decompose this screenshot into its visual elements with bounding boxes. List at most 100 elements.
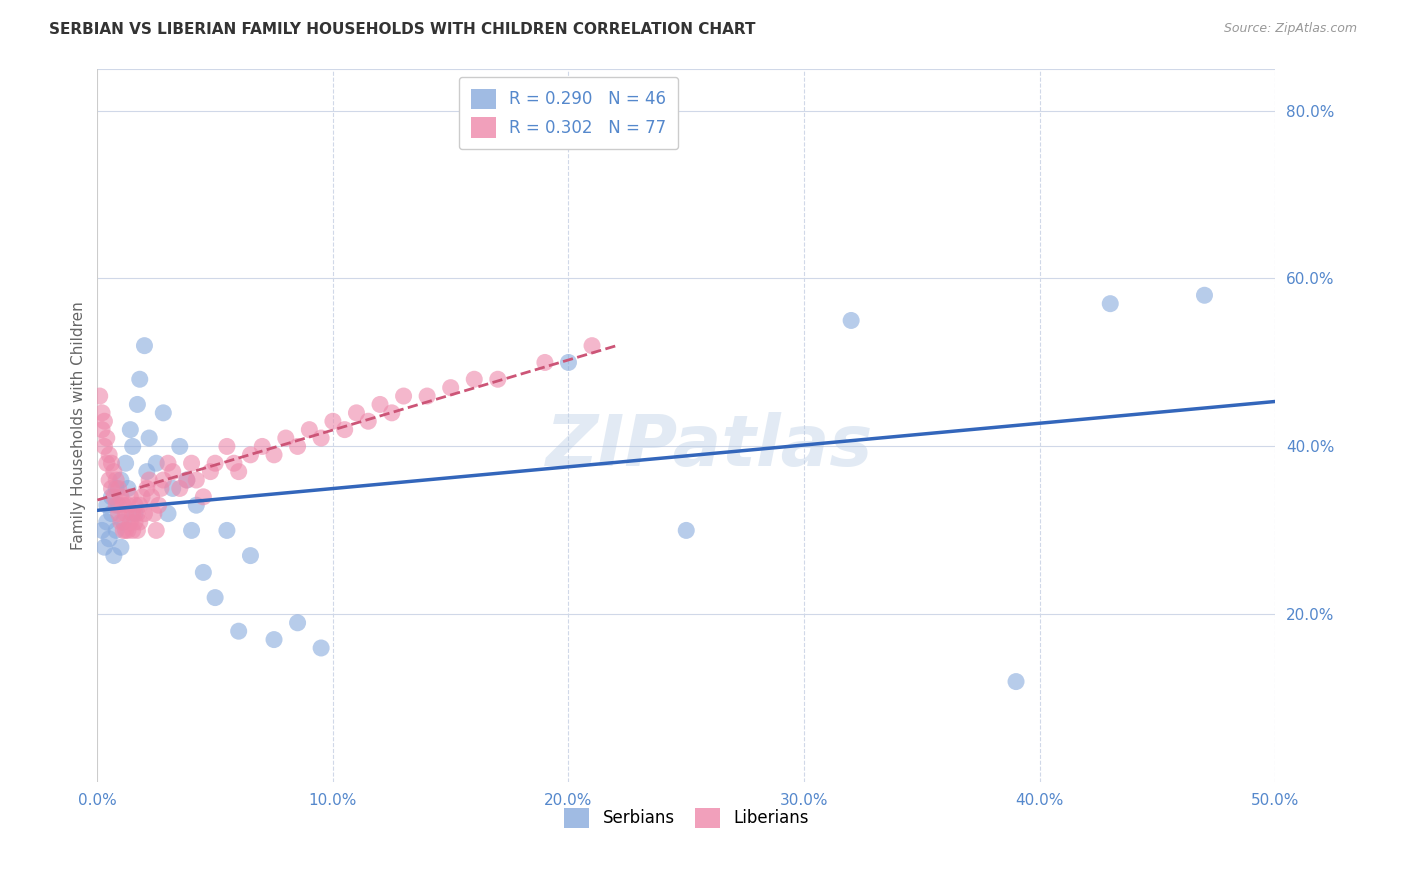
Point <box>180 524 202 538</box>
Point <box>157 456 180 470</box>
Point <box>105 498 128 512</box>
Point <box>263 448 285 462</box>
Point <box>128 515 150 529</box>
Point <box>675 524 697 538</box>
Point <box>274 431 297 445</box>
Point <box>120 423 142 437</box>
Point <box>204 456 226 470</box>
Point <box>1005 674 1028 689</box>
Point <box>149 482 172 496</box>
Point <box>228 465 250 479</box>
Point <box>186 498 208 512</box>
Point <box>138 473 160 487</box>
Point <box>131 490 153 504</box>
Point <box>117 482 139 496</box>
Text: SERBIAN VS LIBERIAN FAMILY HOUSEHOLDS WITH CHILDREN CORRELATION CHART: SERBIAN VS LIBERIAN FAMILY HOUSEHOLDS WI… <box>49 22 755 37</box>
Point <box>287 615 309 630</box>
Point <box>252 439 274 453</box>
Point <box>322 414 344 428</box>
Point <box>100 490 122 504</box>
Point <box>110 540 132 554</box>
Point <box>91 423 114 437</box>
Point <box>127 507 149 521</box>
Legend: Serbians, Liberians: Serbians, Liberians <box>557 801 815 835</box>
Point <box>581 339 603 353</box>
Point <box>93 540 115 554</box>
Point <box>162 482 184 496</box>
Point <box>486 372 509 386</box>
Point <box>440 381 463 395</box>
Point <box>107 482 129 496</box>
Point <box>416 389 439 403</box>
Point <box>1099 296 1122 310</box>
Point <box>114 524 136 538</box>
Point <box>100 456 122 470</box>
Point <box>180 456 202 470</box>
Point <box>110 515 132 529</box>
Point <box>100 482 122 496</box>
Point <box>134 507 156 521</box>
Point <box>93 439 115 453</box>
Point <box>120 515 142 529</box>
Point <box>91 524 114 538</box>
Point <box>142 507 165 521</box>
Point <box>228 624 250 639</box>
Point <box>357 414 380 428</box>
Point <box>96 431 118 445</box>
Point <box>204 591 226 605</box>
Point <box>105 482 128 496</box>
Point <box>169 439 191 453</box>
Point <box>100 507 122 521</box>
Point <box>152 473 174 487</box>
Point <box>112 498 135 512</box>
Point <box>1194 288 1216 302</box>
Point <box>124 507 146 521</box>
Point <box>346 406 368 420</box>
Point <box>117 524 139 538</box>
Point <box>368 397 391 411</box>
Point <box>169 482 191 496</box>
Point <box>98 473 121 487</box>
Point <box>112 524 135 538</box>
Point <box>534 355 557 369</box>
Point <box>239 549 262 563</box>
Point <box>287 439 309 453</box>
Point <box>135 465 157 479</box>
Point <box>134 339 156 353</box>
Point <box>557 355 579 369</box>
Point <box>105 473 128 487</box>
Text: ZIPatlas: ZIPatlas <box>546 412 873 482</box>
Point <box>839 313 862 327</box>
Point <box>93 414 115 428</box>
Point <box>110 473 132 487</box>
Point <box>107 498 129 512</box>
Point <box>135 482 157 496</box>
Point <box>215 524 238 538</box>
Point <box>463 372 485 386</box>
Point <box>152 406 174 420</box>
Point <box>121 507 143 521</box>
Point <box>117 498 139 512</box>
Point <box>157 507 180 521</box>
Point <box>392 389 415 403</box>
Point <box>121 439 143 453</box>
Point <box>176 473 198 487</box>
Point <box>114 456 136 470</box>
Point <box>110 490 132 504</box>
Point <box>98 448 121 462</box>
Point <box>91 406 114 420</box>
Point <box>215 439 238 453</box>
Point <box>263 632 285 647</box>
Point <box>176 473 198 487</box>
Point <box>222 456 245 470</box>
Point <box>381 406 404 420</box>
Point <box>148 498 170 512</box>
Point <box>112 515 135 529</box>
Y-axis label: Family Households with Children: Family Households with Children <box>72 301 86 549</box>
Point <box>138 431 160 445</box>
Point <box>333 423 356 437</box>
Point <box>96 498 118 512</box>
Point <box>127 397 149 411</box>
Point <box>121 524 143 538</box>
Point <box>145 456 167 470</box>
